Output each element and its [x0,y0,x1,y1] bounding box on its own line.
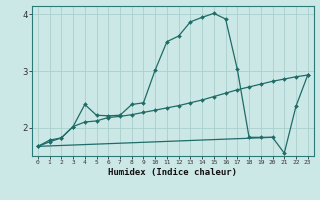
X-axis label: Humidex (Indice chaleur): Humidex (Indice chaleur) [108,168,237,177]
